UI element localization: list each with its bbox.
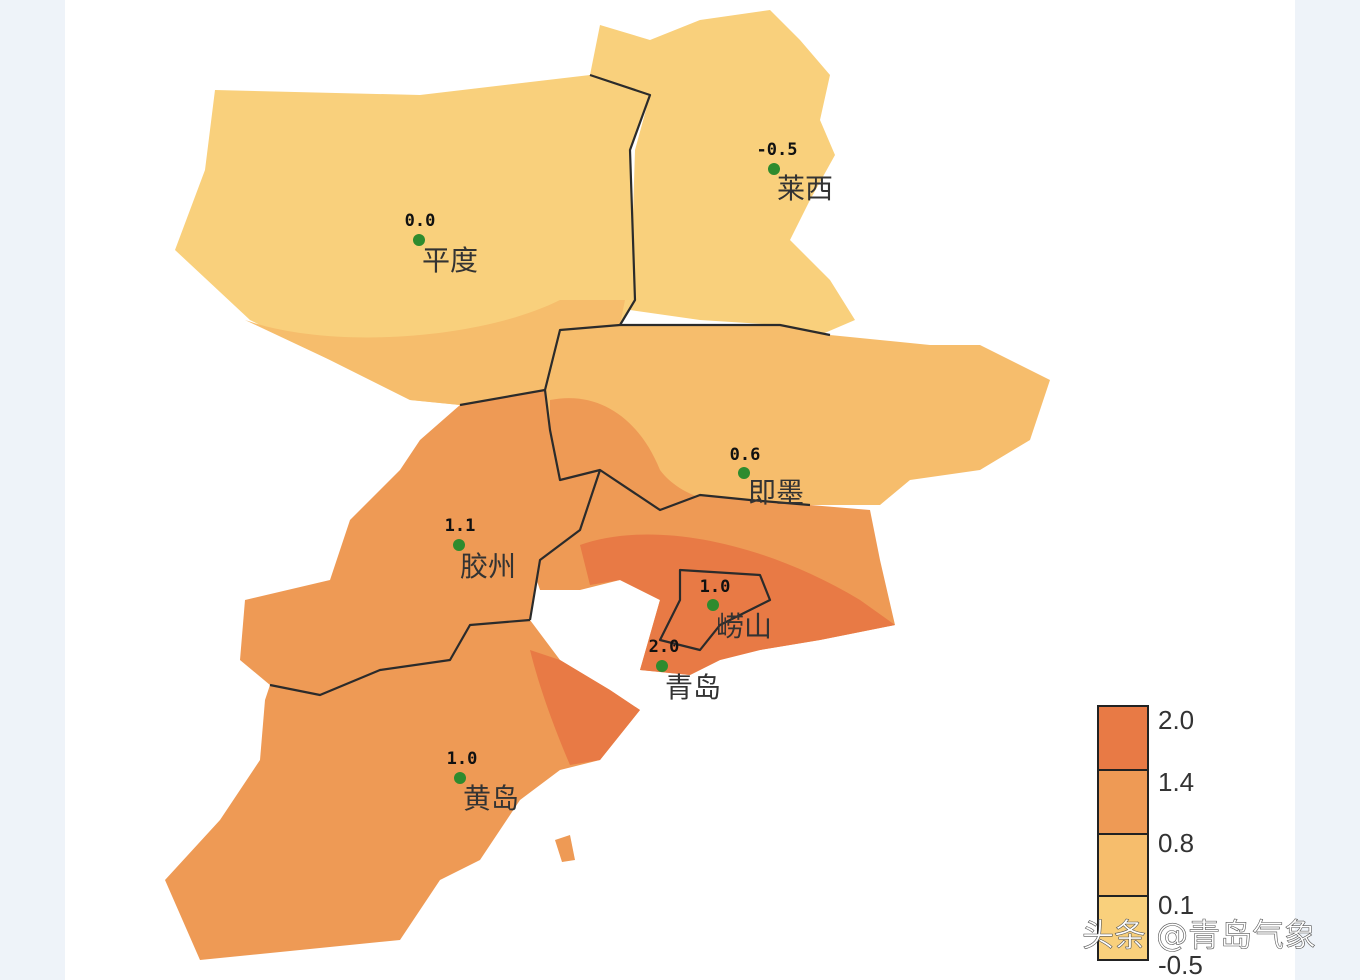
station-dot — [768, 163, 780, 175]
legend-label: -0.5 — [1158, 950, 1203, 980]
station-dot — [453, 539, 465, 551]
region-huangdao — [165, 620, 640, 960]
station-dot — [413, 234, 425, 246]
station-value: 0.0 — [405, 211, 436, 231]
station-value: -0.5 — [757, 140, 798, 160]
station-dot — [707, 599, 719, 611]
legend-label: 0.8 — [1158, 828, 1194, 858]
legend-label: 2.0 — [1158, 705, 1194, 735]
legend-swatch — [1097, 705, 1149, 771]
region-pingdu-south — [245, 300, 625, 405]
station-name: 胶州 — [460, 550, 516, 583]
station-name: 即墨 — [748, 476, 804, 509]
legend-swatch — [1097, 895, 1149, 961]
watermark: 头条 @青岛气象 — [1082, 916, 1316, 954]
station-value: 2.0 — [649, 637, 680, 657]
station-value: 1.0 — [447, 749, 478, 769]
region-high-zone — [580, 534, 895, 675]
legend-label: 1.4 — [1158, 767, 1194, 797]
station-value: 0.6 — [730, 445, 761, 465]
station-dot — [454, 772, 466, 784]
region-jimo-west — [550, 398, 810, 510]
borders — [269, 73, 831, 697]
regions — [165, 10, 1050, 960]
station-dot — [656, 660, 668, 672]
region-jimo — [545, 325, 1050, 510]
station-name: 青岛 — [665, 671, 721, 704]
legend: 2.0 1.4 0.8 0.1 -0.5 — [1097, 705, 1203, 980]
station-value: 1.0 — [700, 577, 731, 597]
island — [555, 835, 575, 862]
stations: 0.0 平度 -0.5 莱西 0.6 即墨 1.1 胶州 1.0 崂山 2.0 … — [405, 140, 833, 815]
region-laixi — [590, 10, 855, 335]
region-huangdao-high — [530, 650, 640, 765]
region-jiaozhou — [240, 390, 600, 695]
legend-label: 0.1 — [1158, 890, 1194, 920]
station-name: 黄岛 — [463, 782, 519, 815]
station-name: 莱西 — [777, 172, 833, 205]
legend-swatch — [1097, 769, 1149, 835]
station-dot — [738, 467, 750, 479]
station-value: 1.1 — [445, 516, 476, 536]
station-name: 平度 — [422, 244, 478, 277]
legend-swatch — [1097, 833, 1149, 897]
station-name: 崂山 — [716, 610, 772, 643]
